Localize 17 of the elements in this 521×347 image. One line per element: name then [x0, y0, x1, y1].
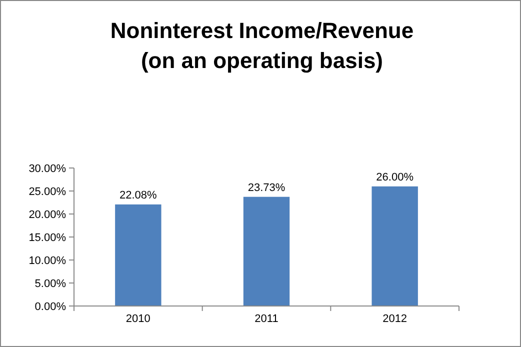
- x-tick-label: 2010: [126, 313, 150, 325]
- data-label: 26.00%: [376, 171, 414, 184]
- bar: [115, 204, 162, 306]
- chart-title: Noninterest Income/Revenue (on an operating basis): [110, 18, 414, 73]
- bar: [243, 196, 290, 306]
- y-tick-label: 20.00%: [28, 208, 66, 221]
- data-label: 22.08%: [120, 189, 158, 202]
- y-tick-label: 5.00%: [34, 278, 66, 290]
- y-tick-label: 25.00%: [28, 186, 66, 198]
- y-tick-label: 0.00%: [34, 300, 66, 313]
- x-tick-label: 2011: [254, 313, 278, 325]
- y-tick-label: 15.00%: [28, 232, 66, 244]
- y-tick-label: 30.00%: [28, 162, 66, 175]
- bar: [372, 186, 418, 306]
- y-tick-label: 10.00%: [28, 254, 66, 267]
- data-label: 23.73%: [248, 182, 286, 194]
- x-tick-label: 2012: [382, 313, 408, 325]
